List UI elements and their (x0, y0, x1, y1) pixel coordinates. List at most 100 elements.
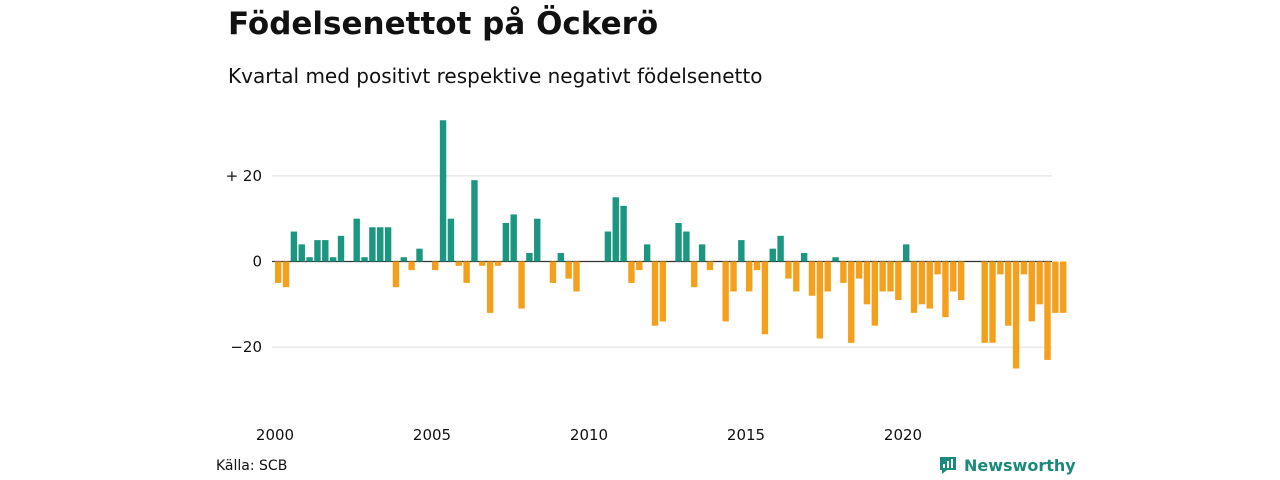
bar (738, 240, 745, 262)
bar (432, 261, 439, 271)
bar (518, 261, 525, 309)
bar (416, 248, 423, 262)
bar (769, 248, 776, 262)
bar (479, 261, 486, 266)
bar (934, 261, 941, 275)
bar (298, 244, 305, 262)
bar (926, 261, 933, 309)
bar (565, 261, 572, 279)
bar (392, 261, 400, 288)
chart-subtitle: Kvartal med positivt respektive negativt… (228, 64, 763, 88)
bar (471, 180, 478, 262)
bar (777, 235, 784, 262)
bar (840, 261, 847, 283)
bar (1005, 261, 1012, 326)
bar (997, 261, 1004, 275)
bar (534, 218, 541, 262)
bar (1052, 261, 1059, 313)
bar (957, 261, 965, 301)
bar (1020, 261, 1028, 275)
bar (377, 227, 384, 262)
bar (643, 244, 651, 262)
bar (808, 261, 816, 296)
bar (612, 197, 619, 262)
bar (659, 261, 667, 322)
bar (636, 261, 643, 271)
bar (1036, 261, 1043, 305)
bar (824, 261, 831, 292)
x-tick-label: 2000 (256, 426, 294, 444)
bar (557, 252, 564, 262)
bar (510, 214, 517, 262)
bar (400, 257, 407, 262)
bar (573, 261, 580, 292)
bar (384, 227, 392, 262)
bar (486, 261, 494, 313)
bar (746, 261, 753, 292)
bar (329, 257, 337, 262)
bar (494, 261, 502, 266)
bar (691, 261, 698, 288)
bar (322, 240, 329, 262)
bar (722, 261, 729, 322)
bar (816, 261, 824, 339)
bar (439, 120, 447, 262)
bar (526, 252, 533, 262)
bar (306, 257, 313, 262)
bar (604, 231, 612, 262)
bar-chart-icon (940, 457, 956, 474)
bar (275, 261, 282, 283)
bar (887, 261, 894, 292)
bar (918, 261, 926, 305)
bar (942, 261, 949, 318)
bar (989, 261, 996, 343)
bar (800, 252, 808, 262)
bar (730, 261, 737, 292)
bar (369, 227, 376, 262)
y-tick-label: + 20 (226, 167, 262, 185)
source-note: Källa: SCB (216, 458, 288, 474)
bar (282, 261, 290, 288)
bar (620, 205, 627, 262)
bar (903, 244, 910, 262)
bar (502, 222, 510, 262)
chart-title: Födelsenettot på Öckerö (228, 6, 659, 42)
axis-labels: + 20 0 −20 2000 2005 2010 2015 2020 (226, 167, 923, 444)
bar (753, 261, 761, 271)
bar (950, 261, 957, 292)
bar (879, 261, 886, 292)
bar (981, 261, 988, 343)
bar (706, 261, 714, 271)
bar (832, 257, 839, 262)
bar (337, 235, 345, 262)
x-tick-label: 2010 (570, 426, 608, 444)
bar (455, 261, 462, 266)
bar (1060, 261, 1067, 313)
bar (408, 261, 415, 271)
bars (275, 120, 1067, 369)
y-tick-label: −20 (230, 338, 262, 356)
bar (895, 261, 902, 301)
bar (1044, 261, 1051, 360)
bar (793, 261, 800, 292)
bar (863, 261, 871, 305)
bar (353, 218, 360, 262)
newsworthy-logo: Newsworthy (938, 455, 1076, 475)
bar (314, 240, 321, 262)
bar (683, 231, 690, 262)
x-tick-label: 2015 (727, 426, 765, 444)
bar (855, 261, 863, 279)
y-tick-label: 0 (252, 253, 262, 271)
bar (761, 261, 769, 335)
bar (361, 257, 368, 262)
bar (290, 231, 298, 262)
bar (447, 218, 455, 262)
bar (910, 261, 918, 313)
bar (1012, 261, 1020, 369)
bar (785, 261, 792, 279)
bar (549, 261, 557, 283)
x-tick-label: 2005 (413, 426, 451, 444)
bar (698, 244, 706, 262)
bar (628, 261, 635, 283)
